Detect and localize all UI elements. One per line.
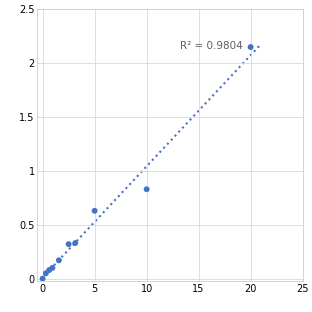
Point [43,271,48,276]
Point [66,242,71,247]
Point [248,45,253,50]
Point [144,187,149,192]
Point [47,267,52,272]
Point [40,276,45,281]
Point [73,241,78,246]
Text: R² = 0.9804: R² = 0.9804 [180,41,243,51]
Point [50,266,55,271]
Point [56,258,61,263]
Point [92,208,97,213]
